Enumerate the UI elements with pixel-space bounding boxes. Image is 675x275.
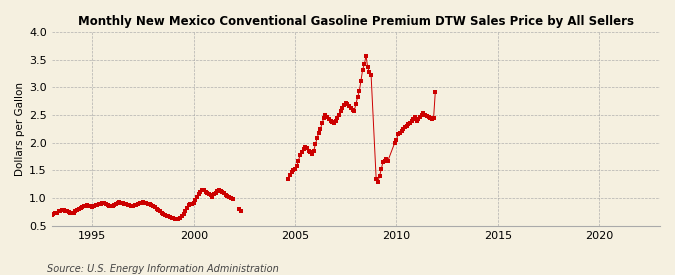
Y-axis label: Dollars per Gallon: Dollars per Gallon (15, 82, 25, 176)
Text: Source: U.S. Energy Information Administration: Source: U.S. Energy Information Administ… (47, 264, 279, 274)
Title: Monthly New Mexico Conventional Gasoline Premium DTW Sales Price by All Sellers: Monthly New Mexico Conventional Gasoline… (78, 15, 634, 28)
